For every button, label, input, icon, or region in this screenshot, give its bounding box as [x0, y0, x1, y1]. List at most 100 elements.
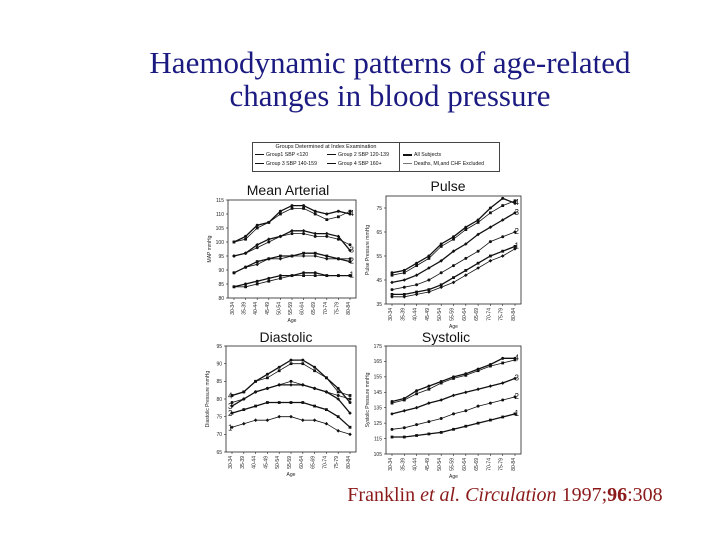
x-tick-label: 50-54	[276, 302, 282, 315]
x-axis-label: Age	[449, 324, 458, 330]
data-point	[476, 221, 480, 224]
legend-label: Group1 SBP <120	[266, 152, 309, 158]
data-point	[265, 386, 269, 390]
y-tick-label: 95	[218, 254, 224, 260]
y-tick-label: 35	[376, 302, 382, 308]
legend-header: Groups Determined at Index Examination	[275, 144, 377, 150]
data-point	[348, 209, 352, 213]
data-point	[289, 383, 293, 387]
x-tick-label: 65-69	[474, 308, 480, 321]
y-tick-label: 55	[376, 254, 382, 260]
data-point	[313, 209, 317, 213]
data-point	[513, 376, 517, 381]
group-label: 3	[350, 245, 355, 254]
citation-page: :308	[627, 484, 663, 506]
group-label: 1	[350, 271, 355, 280]
data-point	[464, 225, 468, 229]
data-point	[464, 424, 468, 428]
data-point	[301, 418, 305, 422]
data-point	[439, 242, 443, 246]
x-tick-label: 70-74	[322, 456, 328, 469]
data-point	[313, 251, 317, 255]
data-point	[464, 242, 468, 246]
data-point	[513, 412, 517, 416]
data-point	[489, 364, 492, 368]
series-line	[391, 212, 516, 284]
data-point	[464, 228, 468, 231]
data-point	[427, 384, 431, 388]
legend-item-group3: Group 3 SBP 140-159	[255, 161, 317, 167]
x-tick-label: 75-79	[334, 302, 340, 315]
data-point	[266, 376, 269, 380]
data-point	[290, 204, 294, 208]
data-point	[277, 369, 281, 373]
x-tick-label: 40-44	[252, 456, 258, 469]
data-point	[232, 254, 236, 258]
data-point	[427, 420, 431, 424]
group-label: 2	[228, 409, 233, 418]
data-point	[501, 398, 505, 402]
data-point	[348, 243, 352, 247]
data-point	[464, 390, 468, 395]
data-point	[337, 215, 340, 219]
x-tick-label: 50-54	[275, 456, 281, 469]
data-point	[500, 218, 505, 222]
data-point	[242, 408, 246, 411]
plot-frame	[385, 345, 522, 455]
x-tick-label: 30-34	[228, 456, 234, 469]
data-point	[348, 401, 352, 405]
y-tick-label: 110	[216, 212, 224, 218]
data-point	[476, 404, 480, 408]
data-point	[232, 240, 236, 244]
data-point	[313, 234, 317, 238]
data-point	[439, 245, 443, 248]
data-point	[427, 288, 431, 291]
data-point	[324, 390, 328, 394]
data-point	[489, 418, 492, 422]
data-point	[267, 257, 271, 261]
y-tick-label: 75	[216, 414, 222, 420]
x-tick-label: 35-39	[400, 308, 406, 321]
data-point	[476, 249, 480, 253]
data-point	[452, 377, 455, 380]
data-point	[513, 211, 517, 215]
data-point	[289, 379, 293, 383]
x-axis-label: Age	[288, 318, 297, 324]
data-point	[255, 262, 259, 267]
data-point	[476, 387, 480, 391]
data-point	[348, 274, 352, 277]
panel-title: Diastolic	[260, 329, 313, 345]
group-label: 2	[350, 257, 355, 266]
data-point	[289, 362, 293, 366]
data-point	[265, 418, 270, 422]
y-tick-label: 165	[374, 359, 383, 365]
data-point	[439, 417, 443, 421]
data-point	[348, 394, 352, 397]
legend-marker	[403, 153, 412, 156]
data-point	[244, 285, 247, 289]
title-line-2: changes in blood pressure	[229, 78, 551, 113]
group-label: 4	[228, 391, 233, 400]
series-line	[233, 204, 351, 243]
data-point	[452, 264, 455, 268]
group-label: 1	[515, 241, 520, 250]
data-point	[390, 293, 394, 296]
data-point	[301, 362, 305, 366]
data-point	[427, 254, 431, 258]
x-tick-label: 80-84	[511, 458, 517, 471]
data-point	[336, 234, 341, 239]
data-point	[336, 386, 340, 390]
data-point	[278, 274, 282, 278]
data-point	[464, 409, 468, 413]
panel-title: Pulse	[430, 178, 465, 194]
group-label: 1	[228, 423, 233, 432]
y-tick-label: 90	[216, 361, 222, 367]
data-point	[427, 257, 431, 260]
data-point	[414, 405, 419, 410]
x-tick-label: 45-49	[265, 302, 271, 315]
legend-label: All Subjects	[414, 152, 442, 158]
data-point	[336, 393, 340, 397]
data-point	[427, 387, 431, 391]
data-point	[501, 196, 505, 200]
x-tick-label: 75-79	[499, 308, 505, 321]
